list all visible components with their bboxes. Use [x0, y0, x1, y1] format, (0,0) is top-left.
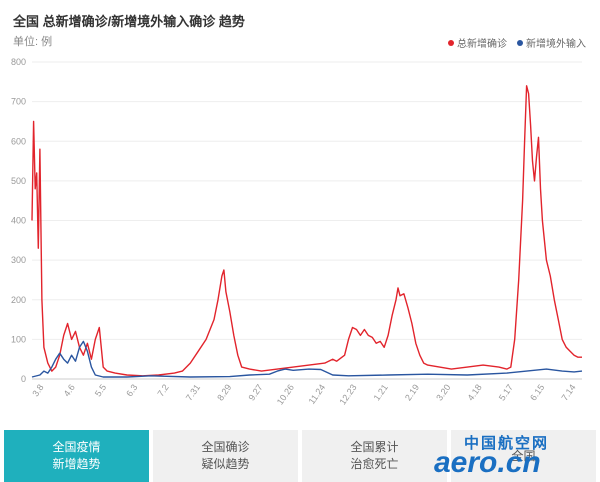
- x-tick-label: 8.29: [215, 382, 233, 402]
- x-tick-label: 5.5: [93, 382, 108, 398]
- y-tick-label: 700: [11, 97, 26, 107]
- legend-label: 总新增确诊: [457, 39, 507, 50]
- tab-confirmed-suspected[interactable]: 全国确诊 疑似趋势: [153, 430, 298, 482]
- legend-dot: [517, 39, 523, 46]
- unit-label: 单位: 例: [13, 36, 53, 48]
- x-tick-label: 4.6: [62, 382, 77, 398]
- y-tick-label: 300: [11, 255, 26, 265]
- watermark-en: aero.cn: [434, 446, 541, 479]
- watermark-logo: 中国航空网 aero.cn: [424, 432, 594, 480]
- x-tick-label: 10.26: [275, 382, 296, 406]
- x-tick-label: 12.23: [337, 382, 358, 406]
- y-tick-label: 200: [11, 295, 26, 305]
- legend: 总新增确诊 新增境外输入: [448, 35, 586, 50]
- series-line-imported: [31, 340, 583, 378]
- x-tick-label: 7.14: [559, 382, 577, 402]
- tab-cured-deaths[interactable]: 全国累计 治愈死亡: [302, 430, 447, 482]
- y-tick-label: 100: [11, 334, 26, 344]
- tab-label: 新增趋势: [52, 457, 101, 471]
- tab-label: 疑似趋势: [201, 457, 250, 471]
- y-tick-label: 0: [21, 374, 26, 384]
- x-tick-label: 4.18: [466, 382, 484, 402]
- x-tick-label: 9.27: [246, 382, 264, 402]
- tab-new-trend[interactable]: 全国疫情 新增趋势: [4, 430, 149, 482]
- chart-title: 全国 总新增确诊/新增境外输入确诊 趋势: [13, 14, 245, 29]
- tab-national[interactable]: 全国: [451, 430, 596, 482]
- y-tick-label: 800: [11, 57, 26, 67]
- x-tick-label: 6.15: [528, 382, 546, 402]
- tab-label: 全国确诊: [201, 440, 250, 454]
- x-tick-label: 11.24: [307, 382, 328, 406]
- x-tick-label: 2.19: [403, 382, 421, 402]
- watermark-cn: 中国航空网: [464, 435, 550, 452]
- x-tick-label: 1.21: [372, 382, 390, 402]
- tab-bar: 全国疫情 新增趋势 全国确诊 疑似趋势 全国累计 治愈死亡 全国: [4, 430, 596, 482]
- tab-label: 全国累计: [350, 440, 399, 454]
- x-tick-label: 3.8: [30, 382, 45, 398]
- legend-dot: [448, 39, 454, 46]
- x-tick-label: 7.31: [184, 382, 202, 402]
- series-line-total: [31, 85, 582, 377]
- tab-label: 全国疫情: [52, 440, 101, 454]
- y-tick-label: 500: [11, 176, 26, 186]
- x-tick-label: 6.3: [124, 382, 139, 398]
- legend-item-total[interactable]: 总新增确诊: [448, 35, 507, 50]
- x-tick-label: 3.20: [434, 382, 452, 402]
- line-chart: 0 100 200 300 400 500 600 700 800 3.8 4.6 5.5 6.3 7.2…: [11, 57, 583, 407]
- x-tick-label: 7.2: [155, 382, 170, 398]
- tab-label: 全国: [511, 448, 536, 463]
- y-tick-label: 600: [11, 136, 26, 146]
- x-tick-label: 5.17: [497, 382, 515, 402]
- legend-item-imported[interactable]: 新增境外输入: [517, 35, 586, 50]
- y-tick-label: 400: [11, 216, 26, 226]
- tab-label: 治愈死亡: [350, 457, 399, 471]
- legend-label: 新增境外输入: [526, 39, 586, 50]
